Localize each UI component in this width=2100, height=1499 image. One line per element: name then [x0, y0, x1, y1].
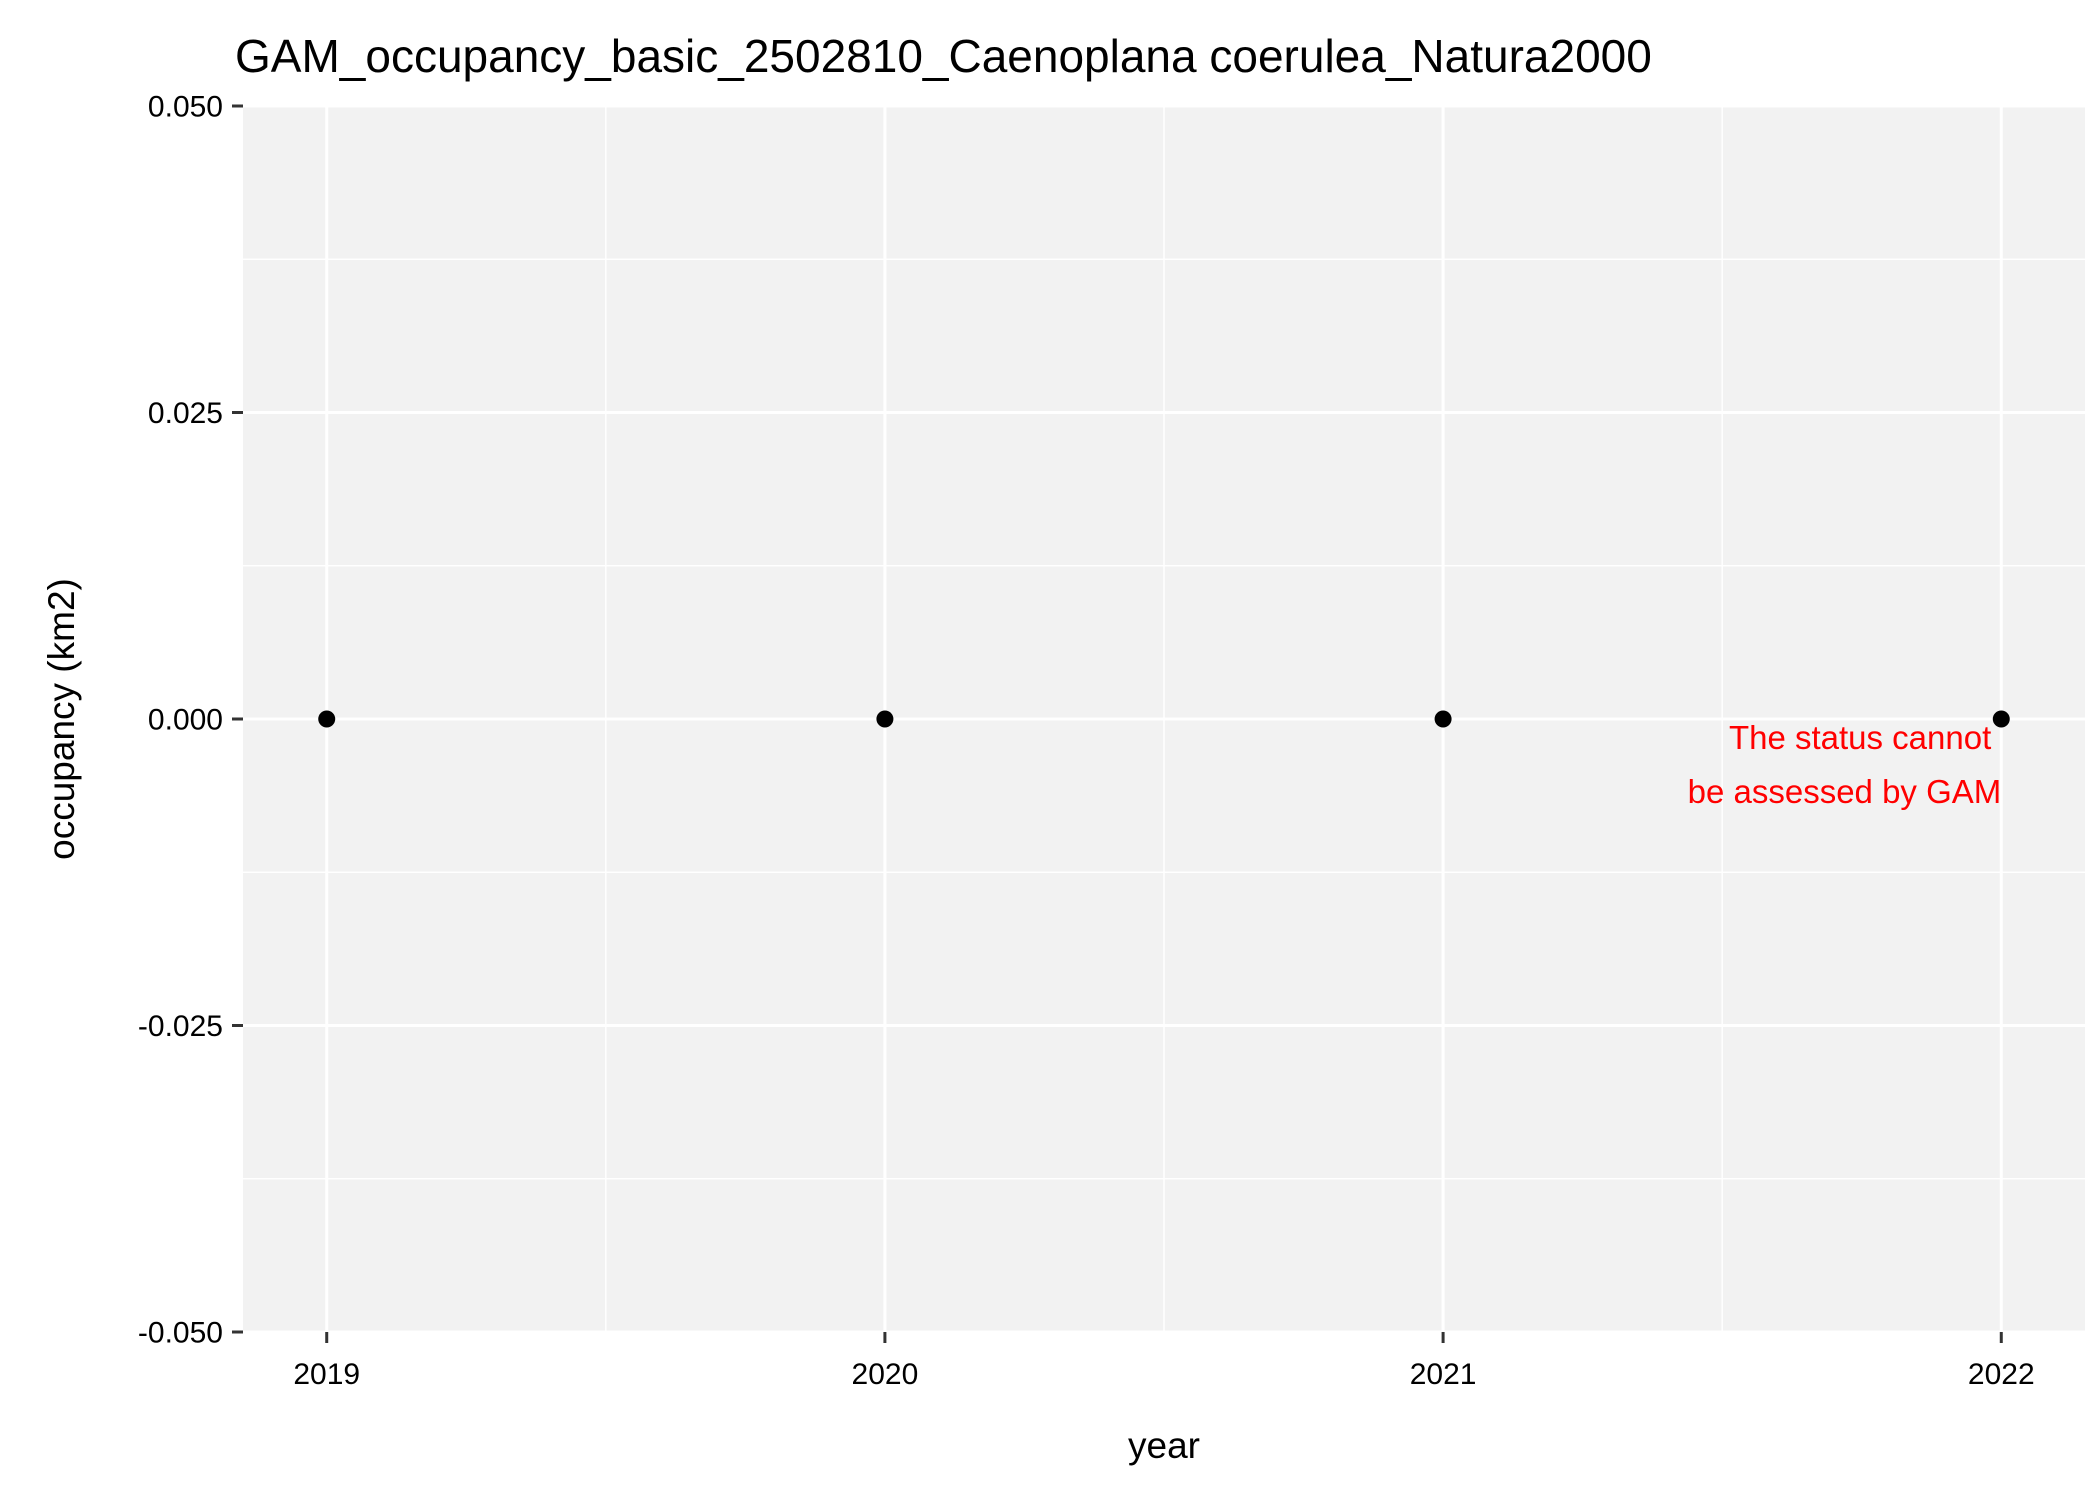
- annotation-line-1: The status cannot: [1729, 719, 1991, 756]
- data-point: [876, 710, 894, 728]
- data-point: [1434, 710, 1452, 728]
- data-points: [318, 710, 2010, 728]
- x-axis: 2019 2020 2021 2022: [293, 1332, 2035, 1391]
- data-point: [318, 710, 336, 728]
- x-axis-title: year: [1128, 1425, 1200, 1466]
- x-tick-label: 2019: [293, 1358, 360, 1391]
- y-axis-title: occupancy (km2): [41, 578, 82, 860]
- y-axis: -0.050 -0.025 0.000 0.025 0.050: [138, 91, 243, 1350]
- chart-title: GAM_occupancy_basic_2502810_Caenoplana c…: [235, 30, 1652, 82]
- annotation-line-2: be assessed by GAM: [1688, 773, 2002, 810]
- x-tick-label: 2020: [852, 1358, 919, 1391]
- y-tick-label: 0.000: [148, 704, 223, 737]
- data-point: [1992, 710, 2010, 728]
- y-tick-label: 0.025: [148, 397, 223, 430]
- y-tick-label: -0.050: [138, 1317, 223, 1350]
- y-tick-label: -0.025: [138, 1010, 223, 1043]
- y-tick-label: 0.050: [148, 91, 223, 124]
- x-tick-label: 2022: [1968, 1358, 2035, 1391]
- x-tick-label: 2021: [1410, 1358, 1477, 1391]
